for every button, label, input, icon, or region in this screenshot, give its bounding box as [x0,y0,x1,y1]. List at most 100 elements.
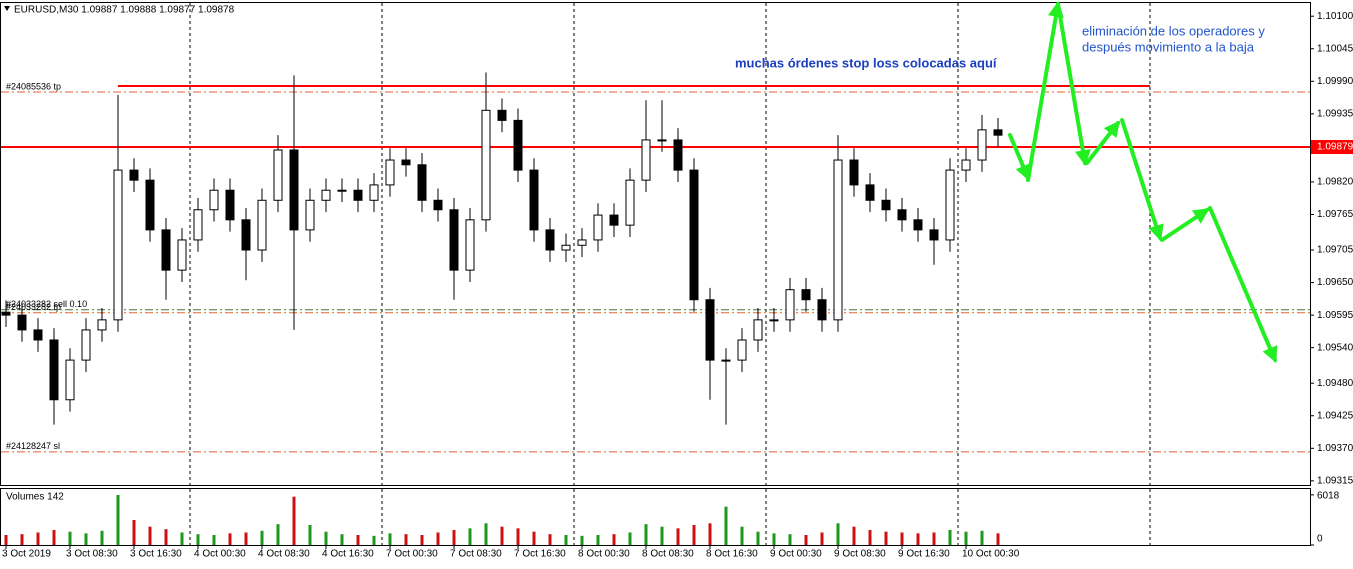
candle-body [705,299,715,361]
x-tick-label: 4 Oct 00:30 [194,549,246,560]
candle-body [145,179,155,231]
candle-body [945,169,955,241]
candle-body [161,229,171,271]
candle-body [289,149,299,231]
current-price-box [1311,140,1353,155]
y-tick-label: 1.10045 [1317,43,1353,54]
candle-body [209,189,219,211]
volumes [4,495,1000,545]
x-tick-label: 7 Oct 00:30 [386,549,438,560]
y-tick-label: 1.10100 [1317,11,1353,22]
candle-body [177,239,187,271]
candle-body [625,179,635,226]
candle-body [785,289,795,321]
arrow [1008,133,1031,181]
y-tick-label: 1.09935 [1317,109,1353,120]
arrow [1208,206,1278,363]
candle-body [561,244,571,251]
candle-body [337,189,347,192]
candle-body [913,219,923,231]
arrow [1160,208,1210,242]
candle-body [609,214,619,226]
x-tick-label: 8 Oct 00:30 [578,549,630,560]
y-tick-label: 1.09990 [1317,76,1353,87]
candle-body [801,289,811,301]
candle-body [273,149,283,201]
y-tick-label: 1.09595 [1317,310,1353,321]
candle-body [305,199,315,231]
candle-body [577,239,587,246]
candle-body [817,299,827,321]
candle-body [241,219,251,251]
y-tick-label: 1.09480 [1317,378,1353,389]
candle-body [193,209,203,241]
candle-body [737,339,747,361]
arrow [1026,0,1064,182]
candle-body [769,319,779,322]
annotation: después movimiento a la baja [1082,39,1255,54]
price-panel [0,2,1311,486]
x-tick-label: 4 Oct 08:30 [258,549,310,560]
candle-body [385,159,395,186]
volume-panel [0,488,1311,546]
x-tick-label: 9 Oct 08:30 [834,549,886,560]
y-tick-label: 1.09650 [1317,277,1353,288]
y-tick-label: 1.09765 [1317,209,1353,220]
candle-body [321,189,331,201]
x-tick-label: 8 Oct 08:30 [642,549,694,560]
x-tick-label: 4 Oct 16:30 [322,549,374,560]
x-tick-label: 3 Oct 08:30 [66,549,118,560]
candle-body [81,329,91,361]
x-tick-label: 9 Oct 00:30 [770,549,822,560]
y-tick-label: 1.09705 [1317,245,1353,256]
candle-body [97,319,107,331]
candle-body [417,164,427,201]
x-tick-label: 8 Oct 16:30 [706,549,758,560]
candle-body [593,214,603,241]
candle-body [929,229,939,241]
candle-body [497,109,507,121]
candle-body [257,199,267,251]
candle-body [1,311,11,316]
candle-body [833,159,843,321]
candle-body [961,159,971,171]
x-tick-label: 7 Oct 08:30 [450,549,502,560]
candle-body [113,169,123,321]
chart-title: EURUSD,M30 1.09887 1.09888 1.09877 1.098… [14,5,235,16]
candle-body [369,184,379,201]
candles [1,72,1003,425]
y-tick-label: 1.09315 [1317,475,1353,486]
annotation: eliminación de los operadores y [1082,23,1265,38]
candle-body [657,139,667,142]
candle-body [849,159,859,186]
order-label: #24033282 sell 0.10 [6,299,87,309]
y-tick-label: 1.09425 [1317,410,1353,421]
candle-body [641,139,651,181]
forecast-arrows [1008,0,1278,363]
candle-body [977,129,987,161]
candle-body [993,129,1003,136]
order-label: #24128247 sl [6,441,60,451]
axes: 1.10100 1.10045 1.09990 1.09935 1.09820 1.097… [2,11,1353,560]
volume-tick-label: 0 [1317,534,1323,545]
candle-body [881,199,891,211]
candle-body [673,139,683,171]
x-tick-label: 10 Oct 00:30 [962,549,1020,560]
current-price-label: 1.09879 [1317,142,1353,153]
candle-body [33,329,43,341]
arrow [1056,2,1091,167]
order-label: #24085536 tp [6,81,61,91]
y-tick-label: 1.09540 [1317,342,1353,353]
candle-body [449,209,459,271]
candle-body [753,319,763,341]
candle-body [513,119,523,171]
menu-triangle [4,6,10,11]
x-tick-label: 9 Oct 16:30 [898,549,950,560]
order-label: #24033282 tp [6,302,61,312]
candle-body [353,189,363,201]
volume-tick-label: 6018 [1317,491,1340,502]
candle-body [225,189,235,221]
candle-body [689,169,699,301]
y-tick-label: 1.09820 [1317,177,1353,188]
